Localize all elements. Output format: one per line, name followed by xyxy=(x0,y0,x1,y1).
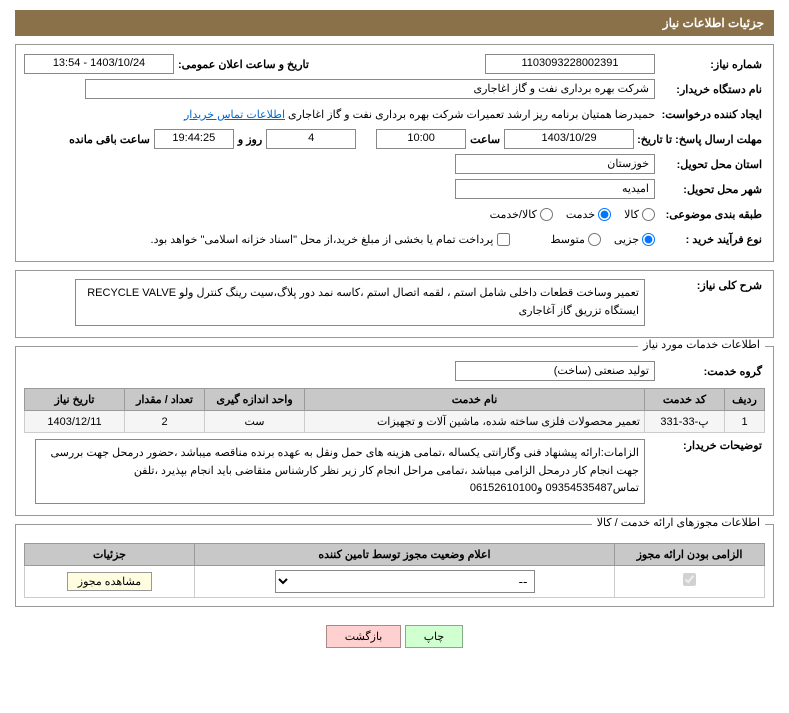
cell-date: 1403/12/11 xyxy=(25,411,125,433)
services-table: ردیف کد خدمت نام خدمت واحد اندازه گیری ت… xyxy=(24,388,765,433)
print-button[interactable]: چاپ xyxy=(405,625,464,648)
cell-name: تعمیر محصولات فلزی ساخته شده، ماشین آلات… xyxy=(305,411,645,433)
cell-unit: ست xyxy=(205,411,305,433)
need-number-value: 1103093228002391 xyxy=(485,54,655,74)
page-header: جزئیات اطلاعات نیاز xyxy=(15,10,774,36)
cat-goods-service-label: کالا/خدمت xyxy=(490,208,537,221)
group-label: گروه خدمت: xyxy=(655,365,765,378)
province-value: خوزستان xyxy=(455,154,655,174)
requester-value: حمیدرضا همتیان برنامه ریز ارشد تعمیرات ش… xyxy=(288,108,655,121)
payment-note-line: پرداخت تمام یا بخشی از مبلغ خرید،از محل … xyxy=(151,233,511,246)
days-label: روز و xyxy=(234,133,266,146)
buyer-notes-value: الزامات:ارائه پیشنهاد فنی وگارانتی یکسال… xyxy=(35,439,645,504)
col-code: کد خدمت xyxy=(645,389,725,411)
process-radio-group: جزیی متوسط xyxy=(540,233,655,246)
cat-service-radio[interactable] xyxy=(598,208,611,221)
permits-table: الزامی بودن ارائه مجوز اعلام وضعیت مجوز … xyxy=(24,543,765,598)
deadline-date: 1403/10/29 xyxy=(504,129,634,149)
services-panel-title: اطلاعات خدمات مورد نیاز xyxy=(638,338,765,351)
col-date: تاریخ نیاز xyxy=(25,389,125,411)
col-qty: تعداد / مقدار xyxy=(125,389,205,411)
province-label: استان محل تحویل: xyxy=(655,158,765,171)
col-unit: واحد اندازه گیری xyxy=(205,389,305,411)
mandatory-cell xyxy=(615,565,765,597)
status-select[interactable]: -- xyxy=(275,570,535,593)
cell-code: پ-33-331 xyxy=(645,411,725,433)
col-status: اعلام وضعیت مجوز توسط تامین کننده xyxy=(195,543,615,565)
requester-label: ایجاد کننده درخواست: xyxy=(655,108,765,121)
buyer-org-label: نام دستگاه خریدار: xyxy=(655,83,765,96)
deadline-time: 10:00 xyxy=(376,129,466,149)
days-remaining: 4 xyxy=(266,129,356,149)
proc-medium-label: متوسط xyxy=(550,233,585,246)
view-permit-button[interactable]: مشاهده مجوز xyxy=(67,572,152,591)
footer-buttons: چاپ بازگشت xyxy=(0,615,789,658)
announce-value: 1403/10/24 - 13:54 xyxy=(24,54,174,74)
col-row: ردیف xyxy=(725,389,765,411)
mandatory-checkbox xyxy=(683,573,696,586)
announce-label: تاریخ و ساعت اعلان عمومی: xyxy=(174,58,313,71)
cat-service-label: خدمت xyxy=(566,208,595,221)
buyer-org-value: شرکت بهره برداری نفت و گاز اغاجاری xyxy=(85,79,655,99)
permits-panel: اطلاعات مجوزهای ارائه خدمت / کالا الزامی… xyxy=(15,524,774,607)
process-label: نوع فرآیند خرید : xyxy=(655,233,765,246)
table-row: 1 پ-33-331 تعمیر محصولات فلزی ساخته شده،… xyxy=(25,411,765,433)
cat-goods-radio[interactable] xyxy=(642,208,655,221)
buyer-notes-label: توضیحات خریدار: xyxy=(655,439,765,452)
proc-partial-radio[interactable] xyxy=(642,233,655,246)
need-number-label: شماره نیاز: xyxy=(655,58,765,71)
proc-partial-label: جزیی xyxy=(614,233,639,246)
need-desc-value: تعمیر وساخت قطعات داخلی شامل استم ، لقمه… xyxy=(75,279,645,326)
time-label: ساعت xyxy=(466,133,504,146)
proc-medium-radio[interactable] xyxy=(588,233,601,246)
cat-goods-label: کالا xyxy=(624,208,639,221)
back-button[interactable]: بازگشت xyxy=(326,625,402,648)
city-value: امیدیه xyxy=(455,179,655,199)
col-details: جزئیات xyxy=(25,543,195,565)
cat-goods-service-radio[interactable] xyxy=(540,208,553,221)
page-title: جزئیات اطلاعات نیاز xyxy=(663,16,764,30)
contact-link[interactable]: اطلاعات تماس خریدار xyxy=(181,108,288,121)
category-label: طبقه بندی موضوعی: xyxy=(655,208,765,221)
payment-checkbox[interactable] xyxy=(497,233,510,246)
details-cell: مشاهده مجوز xyxy=(25,565,195,597)
cell-qty: 2 xyxy=(125,411,205,433)
permits-panel-title: اطلاعات مجوزهای ارائه خدمت / کالا xyxy=(592,516,765,529)
need-desc-label: شرح کلی نیاز: xyxy=(655,279,765,292)
top-info-panel: شماره نیاز: 1103093228002391 تاریخ و ساع… xyxy=(15,44,774,262)
deadline-label: مهلت ارسال پاسخ: تا تاریخ: xyxy=(634,133,765,146)
payment-note: پرداخت تمام یا بخشی از مبلغ خرید،از محل … xyxy=(151,233,494,246)
need-desc-panel: شرح کلی نیاز: تعمیر وساخت قطعات داخلی شا… xyxy=(15,270,774,338)
group-value: تولید صنعتی (ساخت) xyxy=(455,361,655,381)
col-mandatory: الزامی بودن ارائه مجوز xyxy=(615,543,765,565)
city-label: شهر محل تحویل: xyxy=(655,183,765,196)
permit-row: -- مشاهده مجوز xyxy=(25,565,765,597)
status-cell: -- xyxy=(195,565,615,597)
cell-idx: 1 xyxy=(725,411,765,433)
category-radio-group: کالا خدمت کالا/خدمت xyxy=(480,208,655,221)
col-name: نام خدمت xyxy=(305,389,645,411)
services-panel: اطلاعات خدمات مورد نیاز گروه خدمت: تولید… xyxy=(15,346,774,516)
time-remaining-label: ساعت باقی مانده xyxy=(65,133,154,146)
time-remaining: 19:44:25 xyxy=(154,129,234,149)
